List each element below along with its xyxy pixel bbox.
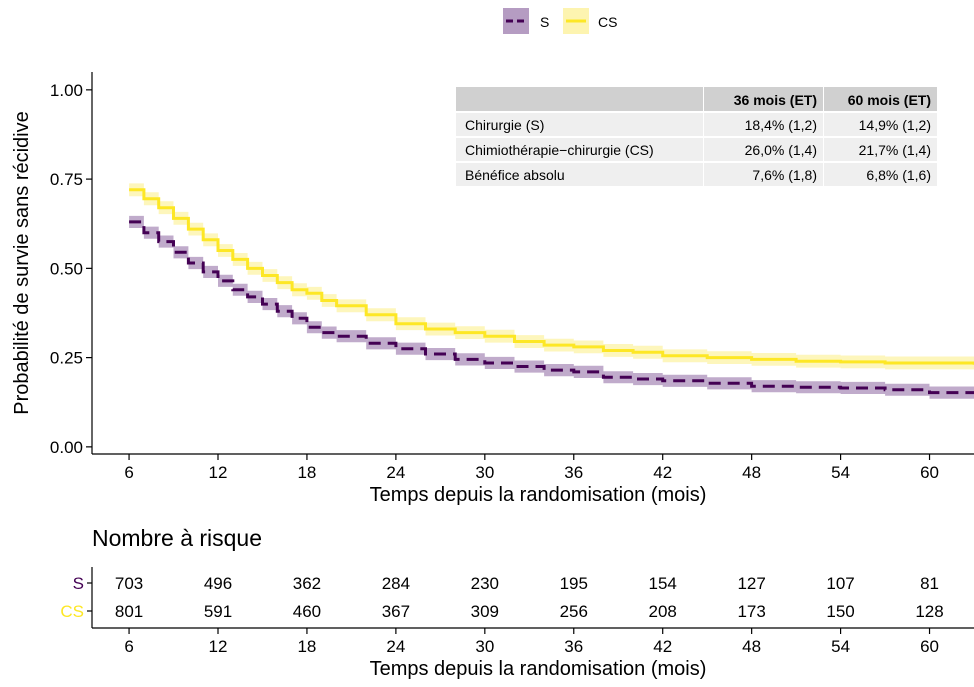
risk-count: 703: [115, 574, 143, 593]
x-tick-label: 54: [831, 463, 850, 482]
risk-count: 107: [826, 574, 854, 593]
x-axis-title: Temps depuis la randomisation (mois): [370, 484, 707, 506]
legend-label-cs: CS: [598, 14, 617, 30]
risk-x-tick-label: 36: [564, 637, 583, 656]
survival-curves: [129, 188, 974, 395]
y-axis-ticks: 0.00 0.25 0.50 0.75 1.00: [50, 81, 92, 457]
risk-count: 154: [649, 574, 677, 593]
legend-label-s: S: [540, 14, 549, 30]
risk-group-label: S: [73, 574, 84, 593]
summary-header-label: 36 mois (ET): [734, 92, 817, 108]
risk-count: 801: [115, 602, 143, 621]
x-tick-label: 60: [920, 463, 939, 482]
y-tick-label: 1.00: [50, 81, 83, 100]
summary-header-cell: [456, 87, 703, 111]
risk-table: S 703 496 362 284 230 195 154 127 107 81 CS 801 591 46…: [60, 574, 943, 621]
summary-row-label: Chirurgie (S): [465, 117, 544, 133]
risk-count: 208: [649, 602, 677, 621]
y-tick-label: 0.00: [50, 438, 83, 457]
ci-band-cs: [129, 183, 974, 372]
risk-count: 256: [560, 602, 588, 621]
y-tick-label: 0.50: [50, 259, 83, 278]
summary-value: 26,0% (1,4): [745, 142, 817, 158]
risk-x-axis-ticks: 6 12 18 24 30 36 42 48 54 60: [124, 628, 939, 656]
risk-count: 496: [204, 574, 232, 593]
legend-key-s: [503, 8, 529, 34]
risk-count: 150: [826, 602, 854, 621]
plot-area: [129, 183, 974, 400]
summary-row-label: Chimiothérapie−chirurgie (CS): [465, 142, 654, 158]
risk-table-title: Nombre à risque: [92, 525, 262, 551]
risk-x-tick-label: 12: [209, 637, 228, 656]
summary-header-cell: [704, 87, 823, 111]
x-tick-label: 48: [742, 463, 761, 482]
legend: S CS: [503, 8, 617, 34]
summary-value: 6,8% (1,6): [866, 167, 931, 183]
summary-cell: [456, 138, 703, 161]
summary-cell: [456, 163, 703, 186]
curve-cs: [129, 188, 974, 365]
risk-x-axis-title: Temps depuis la randomisation (mois): [370, 658, 707, 680]
risk-x-tick-label: 24: [386, 637, 405, 656]
summary-cell: [824, 163, 937, 186]
risk-count: 309: [471, 602, 499, 621]
summary-cell: [704, 113, 823, 136]
summary-header-cell: [824, 87, 937, 111]
summary-header-label: 60 mois (ET): [848, 92, 931, 108]
summary-cell: [704, 138, 823, 161]
summary-value: 21,7% (1,4): [859, 142, 931, 158]
risk-count: 362: [293, 574, 321, 593]
x-tick-label: 30: [475, 463, 494, 482]
y-tick-label: 0.25: [50, 349, 83, 368]
risk-count: 591: [204, 602, 232, 621]
curve-s: [129, 220, 974, 395]
ci-band-s: [129, 215, 974, 400]
summary-cell: [824, 113, 937, 136]
summary-table: 36 mois (ET) 60 mois (ET) Chirurgie (S) 18,…: [456, 87, 937, 186]
risk-count: 81: [920, 574, 939, 593]
x-tick-label: 42: [653, 463, 672, 482]
risk-x-tick-label: 6: [124, 637, 133, 656]
x-tick-label: 36: [564, 463, 583, 482]
confidence-bands: [129, 183, 974, 400]
risk-count: 195: [560, 574, 588, 593]
x-tick-label: 18: [297, 463, 316, 482]
risk-x-tick-label: 42: [653, 637, 672, 656]
x-tick-label: 24: [386, 463, 405, 482]
risk-x-tick-label: 30: [475, 637, 494, 656]
summary-value: 18,4% (1,2): [745, 117, 817, 133]
risk-x-tick-label: 48: [742, 637, 761, 656]
risk-count: 128: [915, 602, 943, 621]
risk-count: 127: [737, 574, 765, 593]
risk-count: 173: [737, 602, 765, 621]
summary-value: 14,9% (1,2): [859, 117, 931, 133]
risk-count: 367: [382, 602, 410, 621]
risk-count: 460: [293, 602, 321, 621]
y-axis-title: Probabilité de survie sans récidive: [11, 111, 33, 415]
risk-count: 230: [471, 574, 499, 593]
risk-x-tick-label: 60: [920, 637, 939, 656]
summary-row-label: Bénéfice absolu: [465, 167, 565, 183]
risk-x-tick-label: 18: [297, 637, 316, 656]
legend-key-cs: [563, 8, 589, 34]
x-axis-ticks: 6 12 18 24 30 36 42 48 54 60: [124, 454, 939, 482]
risk-group-label: CS: [60, 602, 84, 621]
risk-count: 284: [382, 574, 410, 593]
summary-cell: [704, 163, 823, 186]
y-tick-label: 0.75: [50, 170, 83, 189]
x-tick-label: 6: [124, 463, 133, 482]
summary-cell: [824, 138, 937, 161]
x-tick-label: 12: [209, 463, 228, 482]
risk-x-tick-label: 54: [831, 637, 850, 656]
summary-value: 7,6% (1,8): [752, 167, 817, 183]
summary-cell: [456, 113, 703, 136]
